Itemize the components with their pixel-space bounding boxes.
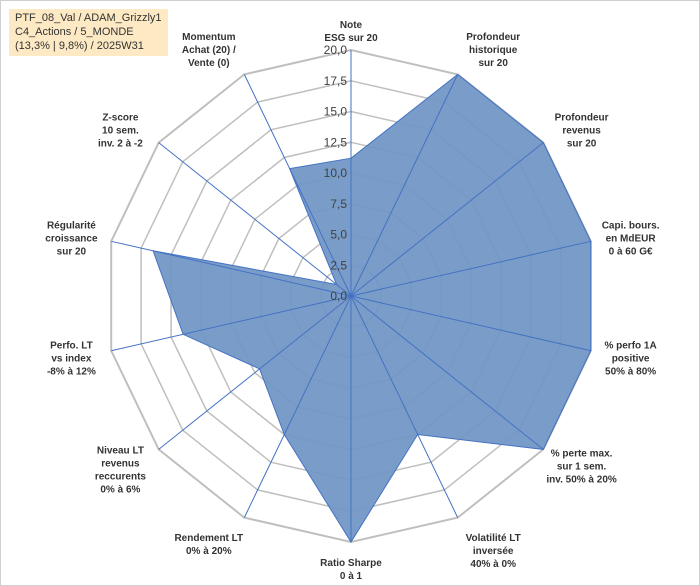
axis-label: Ratio Sharpe 0 à 1	[320, 558, 382, 582]
tick-label: 12,5	[324, 135, 348, 149]
tick-label: 5,0	[330, 228, 347, 242]
axis-spoke	[111, 240, 352, 297]
axis-spoke	[158, 142, 352, 297]
tick-label: 15,0	[324, 105, 348, 119]
tick-label: 7,5	[330, 197, 347, 211]
axis-label: Niveau LT revenus reccurents 0% à 6%	[95, 445, 147, 495]
axis-label: Rendement LT 0% à 20%	[174, 533, 243, 557]
axis-label: % perfo 1A positive 50% à 80%	[604, 341, 656, 378]
axis-label: Capi. bours. en MdEUR 0 à 60 G€	[602, 221, 660, 258]
axis-spoke	[350, 295, 459, 518]
axis-label: Volatilité LT inversée 40% à 0%	[466, 533, 521, 570]
info-line-1: PTF_08_Val / ADAM_Grizzly1	[15, 12, 162, 24]
tick-label: 20,0	[324, 43, 348, 57]
axis-spoke	[350, 295, 591, 352]
axis-label: % perte max. sur 1 sem. inv. 50% à 20%	[546, 449, 617, 486]
series-area	[152, 73, 592, 543]
axis-label: Momentum Achat (20) / Vente (0)	[182, 32, 236, 69]
tick-label: 0,0	[330, 289, 347, 303]
info-line-3: (13,3% | 9,8%) / 2025W31	[15, 40, 144, 52]
info-line-2: C4_Actions / 5_MONDE	[15, 26, 134, 38]
axis-label: Z-score 10 sem. inv. 2 à -2	[98, 112, 143, 149]
info-box: PTF_08_Val / ADAM_Grizzly1 C4_Actions / …	[9, 9, 168, 56]
axis-label: Perfo. LT vs index -8% à 12%	[47, 341, 96, 378]
axis-spoke	[111, 295, 352, 352]
axis-label: Régularité croissance sur 20	[45, 221, 98, 258]
tick-label: 10,0	[324, 166, 348, 180]
axis-spoke	[350, 240, 591, 297]
axis-spoke	[350, 295, 544, 450]
axis-label: Profondeur historique sur 20	[466, 32, 520, 69]
axis-label: Profondeur revenus sur 20	[555, 112, 609, 149]
tick-label: 17,5	[324, 74, 348, 88]
axis-spoke	[350, 74, 459, 297]
axis-label: Note ESG sur 20	[324, 20, 378, 44]
axis-spoke	[158, 295, 352, 450]
axis-spoke	[243, 295, 352, 518]
axis-spoke	[243, 74, 352, 297]
tick-label: 2,5	[330, 258, 347, 272]
axis-spoke	[350, 142, 544, 297]
